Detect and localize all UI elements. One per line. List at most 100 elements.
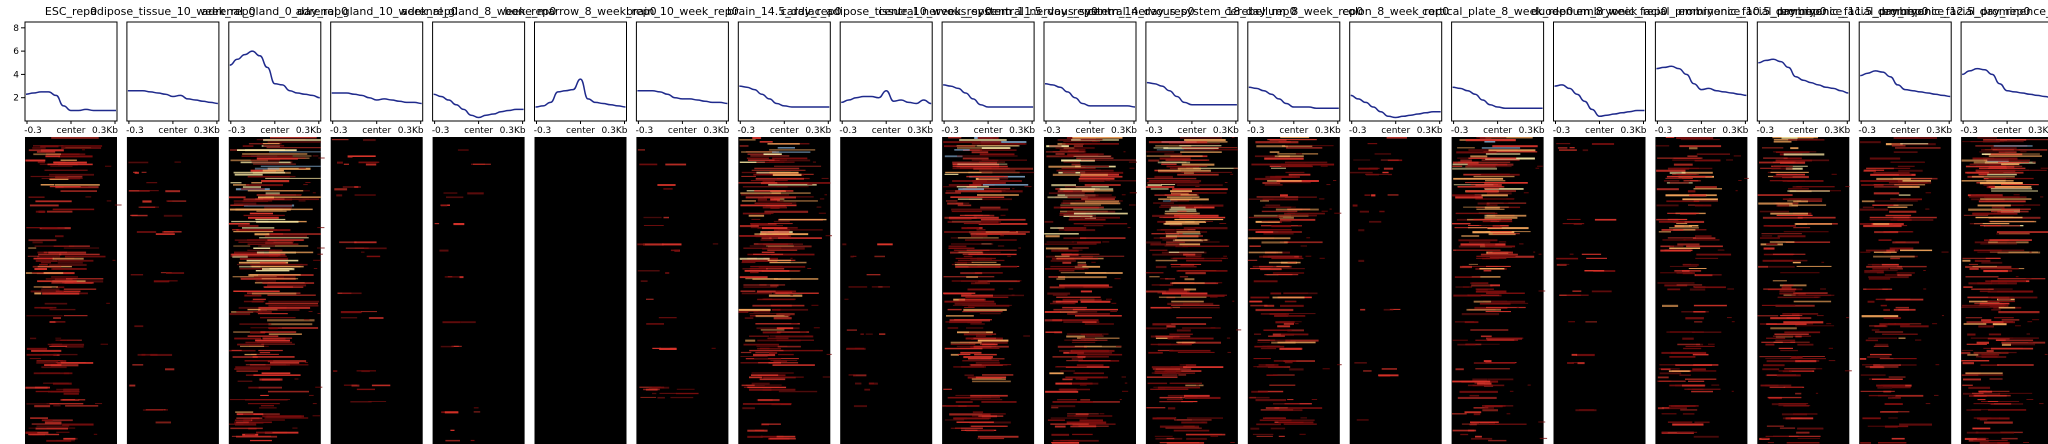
heatmap-streak — [1079, 419, 1103, 422]
heatmap-streak — [1975, 216, 2023, 219]
heatmap-streak — [356, 370, 376, 372]
heatmap-streak — [1487, 227, 1529, 230]
heatmap-streak — [1998, 311, 2040, 314]
heatmap-streak — [962, 157, 989, 160]
heatmap-streak — [1179, 276, 1189, 278]
heatmap-streak — [1965, 276, 1999, 278]
heatmap-streak — [1978, 325, 1994, 328]
heatmap-streak — [741, 261, 756, 264]
heatmap-streaks — [1452, 137, 1548, 442]
heatmap-streak — [2001, 163, 2020, 166]
heatmap — [228, 137, 325, 444]
heatmap-streak — [1159, 237, 1178, 239]
heatmap-streak — [944, 419, 965, 421]
heatmap-streak — [975, 362, 1000, 364]
heatmap-streak — [64, 255, 106, 258]
heatmap-streak — [1349, 171, 1373, 174]
heatmap-streak — [1059, 214, 1096, 216]
heatmap-streak — [960, 351, 982, 354]
heatmap-streak — [1184, 139, 1226, 141]
heatmap-streak — [1972, 427, 1991, 430]
heatmap-streak — [1274, 407, 1289, 409]
heatmap-streak — [1470, 184, 1499, 186]
heatmap-streak — [966, 327, 984, 329]
heatmap-speck — [2023, 442, 2029, 443]
heatmap-speck — [1311, 399, 1318, 400]
heatmap-streak — [1059, 212, 1086, 215]
heatmap-streak — [981, 171, 1035, 174]
heatmap-streak — [45, 155, 60, 158]
heatmap-streak — [1076, 423, 1116, 425]
heatmap-streak — [1174, 214, 1219, 217]
heatmap-streak — [1073, 208, 1122, 210]
heatmap-streak — [1797, 343, 1814, 346]
heatmap-streak — [1277, 341, 1316, 344]
heatmap-streak — [1682, 272, 1695, 275]
heatmap-streak — [1760, 384, 1770, 387]
heatmap-speck — [305, 182, 311, 183]
heatmap-streak — [1996, 233, 2031, 235]
heatmap-streak — [775, 292, 819, 294]
heatmap-streak — [1872, 204, 1899, 206]
heatmap-streak — [260, 331, 297, 333]
panel: central_nervous_system_14_day_rep0-0.3 ce… — [985, 5, 1195, 444]
heatmap-streak — [951, 208, 1009, 211]
heatmap-streak — [247, 243, 299, 245]
heatmap-streak — [1058, 276, 1107, 279]
heatmap-streak — [444, 276, 464, 278]
heatmap-streak — [1182, 327, 1221, 329]
heatmap-streak — [982, 184, 1029, 186]
heatmap-streak — [1253, 214, 1291, 217]
heatmap-streak — [1285, 145, 1334, 147]
heatmap-speck — [2015, 276, 2019, 278]
heatmap-streak — [1780, 349, 1798, 352]
heatmap-streak — [44, 364, 62, 366]
heatmap-streak — [742, 403, 781, 405]
heatmap-streak — [37, 251, 47, 254]
heatmap-streak — [234, 337, 261, 340]
heatmap-streak — [1170, 200, 1190, 202]
heatmap-streak — [261, 278, 299, 280]
heatmap-streak — [1962, 384, 1973, 386]
heatmap-streak — [761, 237, 772, 240]
heatmap-speck — [1119, 399, 1122, 400]
heatmap-streak — [1082, 321, 1097, 323]
heatmap-streak — [1454, 276, 1481, 278]
heatmap-speck — [2026, 333, 2030, 335]
heatmap-speck — [822, 376, 830, 378]
panel-title: duodenum_8_week_rep0 — [1531, 5, 1668, 18]
heatmap-streak — [1076, 364, 1104, 367]
heatmap-speck — [1227, 351, 1231, 353]
heatmap-streak — [846, 329, 857, 331]
heatmap-streak — [439, 249, 449, 252]
heatmap-streak — [1694, 204, 1712, 207]
heatmap-streak — [1184, 206, 1215, 209]
heatmap-streak — [1978, 200, 2026, 203]
heatmap-streak — [1767, 265, 1795, 268]
heatmap-speck — [312, 403, 317, 405]
heatmap-streak — [33, 153, 61, 156]
heatmap-streak — [1366, 173, 1379, 176]
heatmap-speck — [304, 362, 308, 364]
heatmap-speck — [1091, 261, 1096, 263]
heatmap-streak — [1158, 171, 1210, 173]
heatmap-streak — [1568, 321, 1575, 323]
heatmap-streak — [260, 165, 321, 167]
heatmap-streak — [769, 149, 816, 151]
heatmap-streak — [1785, 386, 1803, 388]
heatmap-streak — [1762, 147, 1784, 149]
panel: adrenal_gland_8_week_rep0-0.3 center 0.3Kb — [401, 5, 556, 444]
heatmap-streak — [453, 223, 465, 226]
heatmap-streak — [1557, 147, 1568, 149]
heatmap-streak — [1771, 167, 1793, 170]
heatmap-speck — [1226, 337, 1231, 339]
heatmap-streak — [977, 257, 992, 260]
heatmap-streak — [977, 437, 1004, 440]
heatmap-streak — [1057, 257, 1099, 260]
heatmap-speck — [1735, 190, 1738, 192]
heatmap-streak — [1077, 356, 1085, 359]
heatmap-speck — [85, 196, 92, 198]
heatmap-speck — [811, 304, 819, 306]
heatmap-streak — [356, 388, 375, 391]
heatmap-streak — [470, 439, 475, 442]
